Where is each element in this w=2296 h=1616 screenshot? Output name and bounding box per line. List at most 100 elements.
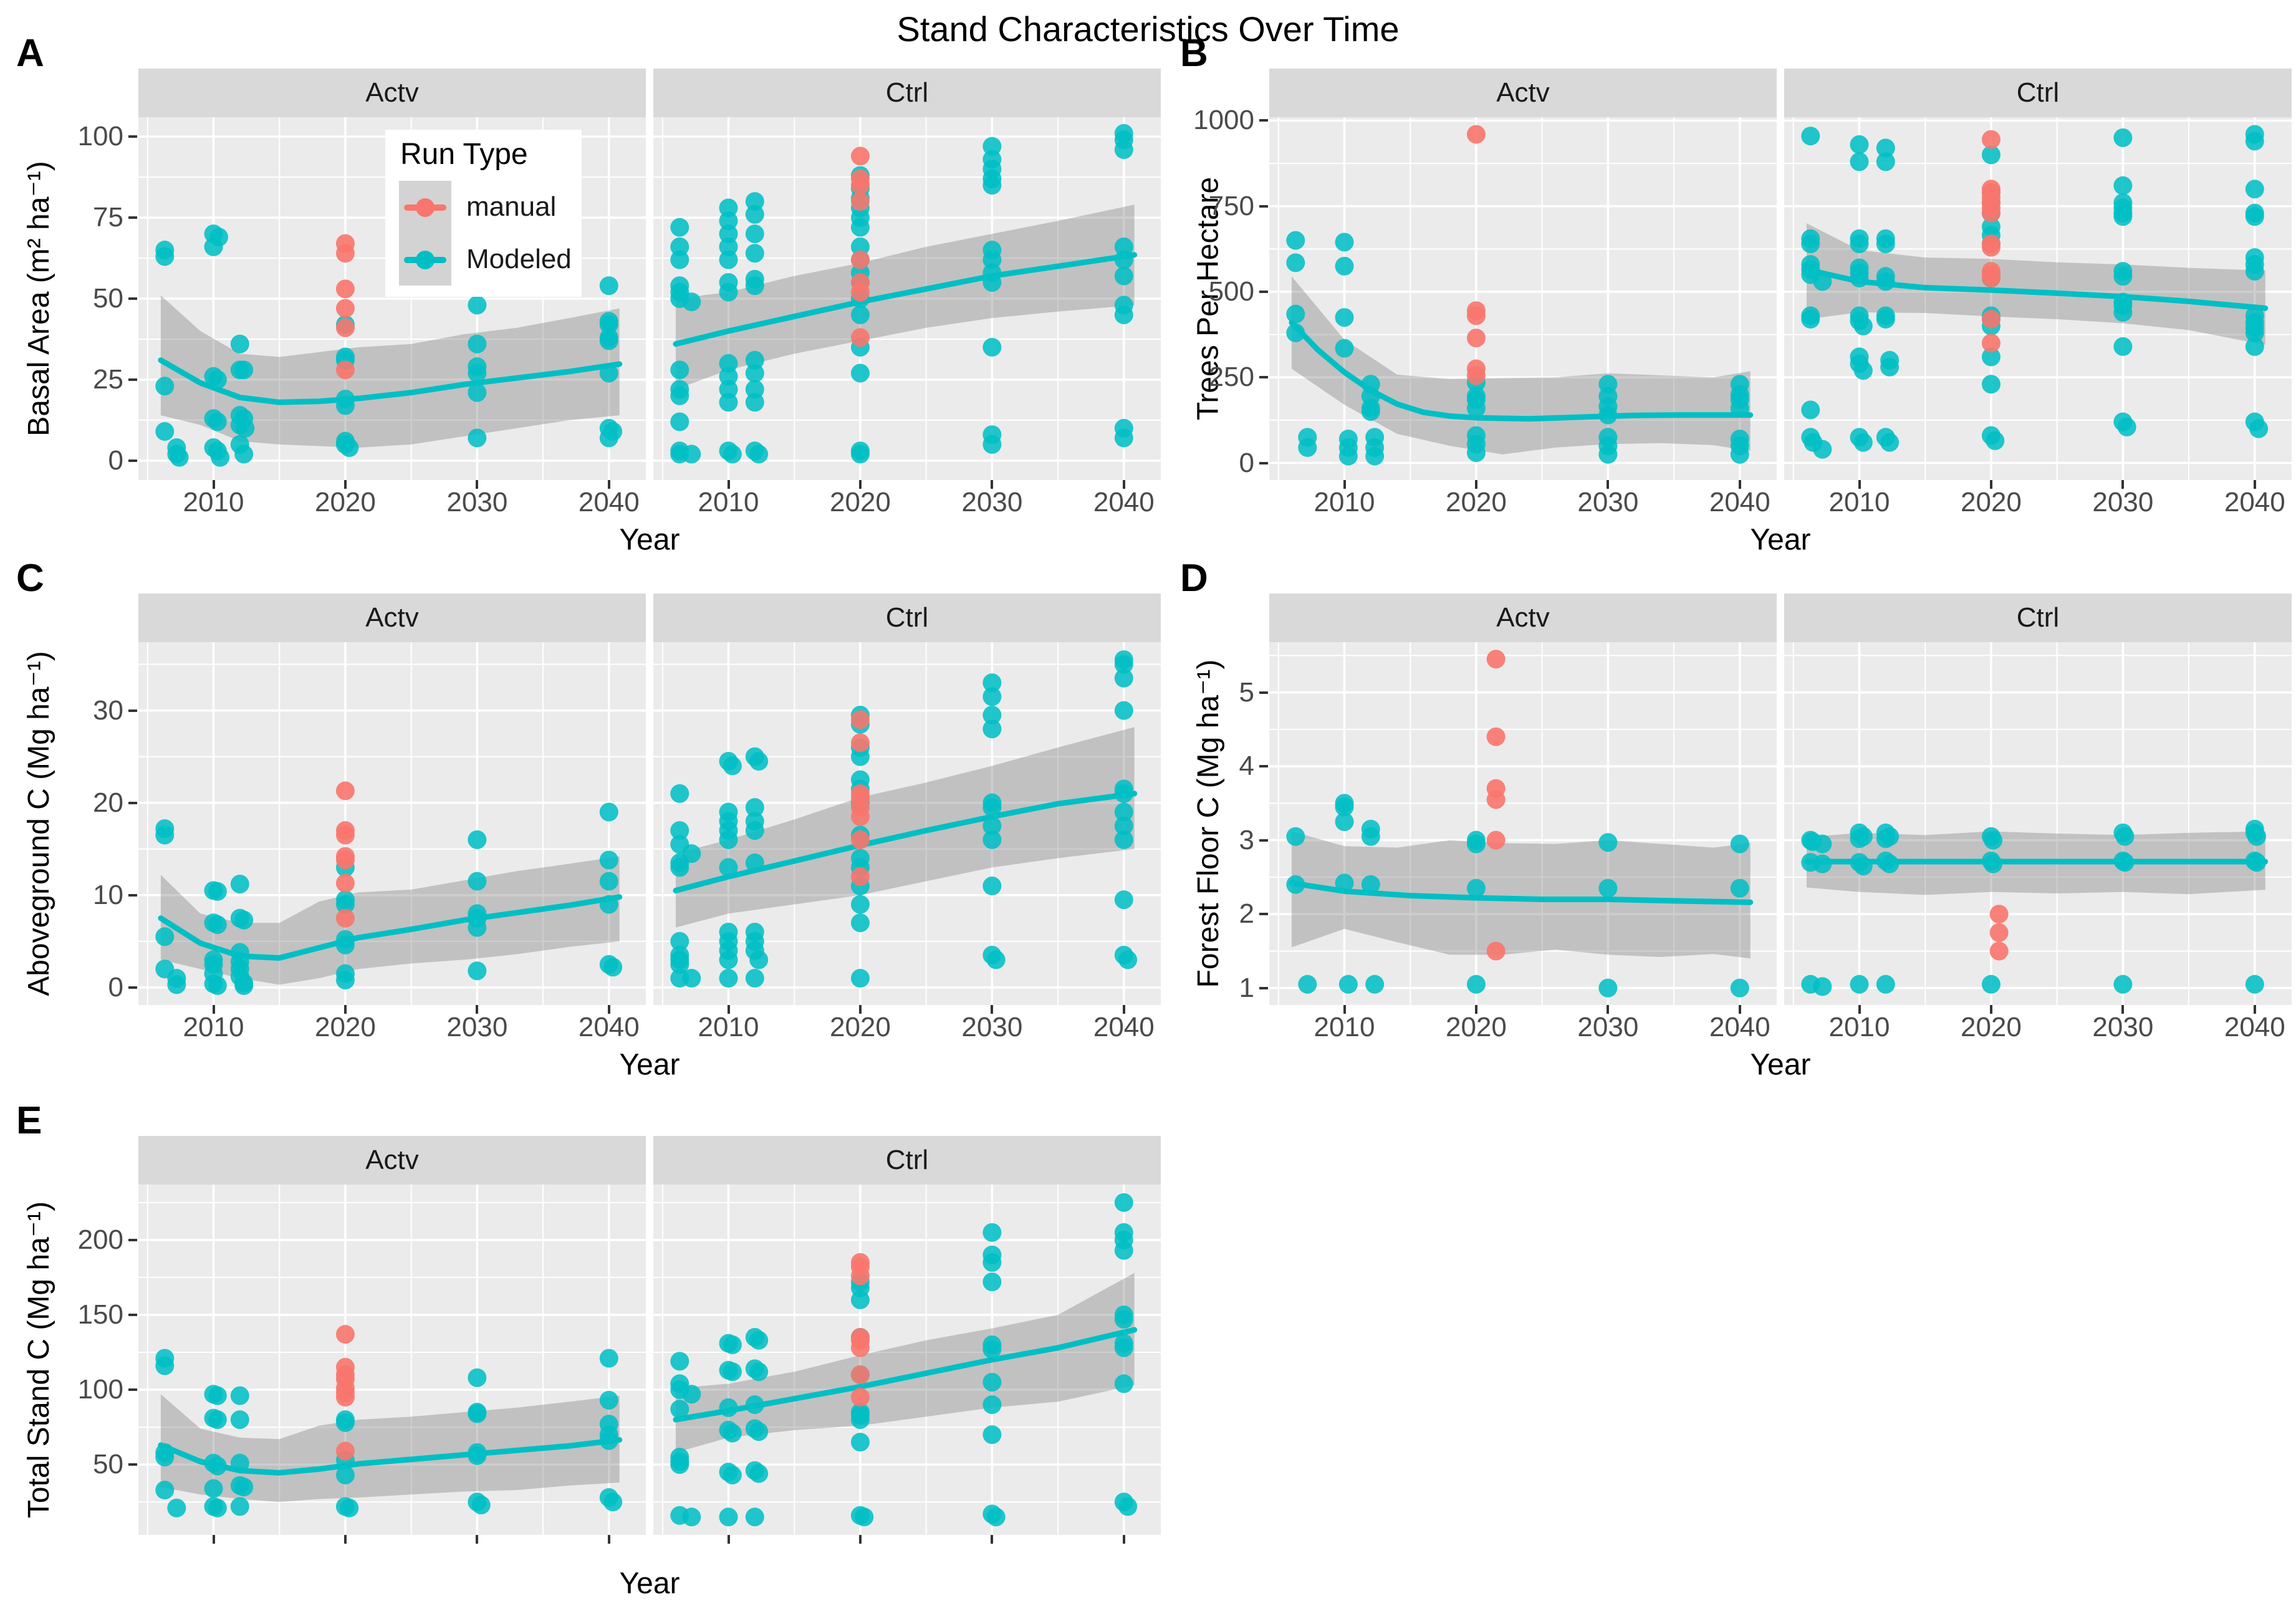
x-tick-label: 2010 (698, 487, 759, 517)
x-tick-mark (1474, 1005, 1477, 1014)
y-tick-label: 3 (1239, 824, 1254, 855)
data-point-modeled (1876, 234, 1895, 254)
x-tick-mark (607, 480, 610, 489)
y-tick-mark (1259, 691, 1268, 694)
facet-strip-ctrl: Ctrl (1784, 69, 2292, 117)
data-point-modeled (850, 1290, 870, 1309)
data-point-modeled (1114, 266, 1133, 286)
data-point-modeled (1286, 231, 1305, 250)
data-point-manual (850, 1388, 870, 1407)
modeled-key-icon (399, 233, 451, 286)
data-point-modeled (723, 1423, 742, 1443)
y-tick-mark (128, 216, 137, 219)
data-point-modeled (982, 1425, 1002, 1445)
x-tick-label: 2030 (446, 1012, 508, 1042)
data-point-modeled (2245, 323, 2264, 342)
data-point-modeled (670, 412, 689, 431)
data-point-modeled (468, 428, 487, 448)
x-tick-mark (343, 480, 347, 489)
data-point-modeled (1466, 974, 1486, 994)
data-point-modeled (599, 315, 618, 334)
data-point-modeled (982, 250, 1002, 269)
y-tick-label: 25 (93, 363, 123, 395)
data-point-modeled (234, 910, 254, 930)
data-point-modeled (1598, 878, 1618, 898)
data-point-modeled (855, 1508, 874, 1527)
data-point-modeled (719, 198, 738, 218)
data-point-manual (850, 176, 870, 195)
data-point-modeled (208, 1498, 227, 1517)
x-tick-label: 2020 (1960, 487, 2022, 517)
data-point-modeled (850, 218, 870, 237)
data-point-manual (850, 867, 870, 887)
legend-item-manual: manual (399, 181, 580, 233)
y-tick-label: 20 (93, 787, 123, 818)
data-point-modeled (1335, 233, 1354, 252)
data-point-modeled (1880, 357, 1900, 377)
data-point-manual (335, 825, 355, 845)
x-axis-title-E: Year (619, 1567, 680, 1600)
data-point-modeled (1730, 445, 1749, 464)
data-point-modeled (670, 250, 689, 269)
legend-label-modeled: Modeled (466, 244, 572, 274)
data-point-modeled (745, 363, 764, 383)
data-point-modeled (982, 830, 1002, 849)
plot-area-C-ctrl (653, 642, 1161, 1005)
data-point-modeled (719, 380, 738, 399)
data-point-modeled (982, 337, 1002, 357)
data-point-modeled (1466, 834, 1486, 854)
x-tick-label: 2030 (961, 487, 1023, 517)
data-point-manual (1486, 650, 1506, 669)
y-tick-mark (1259, 913, 1268, 916)
x-tick-label: 2030 (1577, 487, 1639, 517)
data-point-modeled (1876, 138, 1895, 158)
data-point-modeled (749, 445, 769, 464)
data-point-modeled (986, 950, 1006, 969)
data-point-modeled (1335, 812, 1354, 832)
x-tick-label: 2020 (1445, 487, 1507, 517)
data-point-modeled (1118, 1497, 1138, 1516)
data-point-modeled (1853, 857, 1873, 876)
x-tick-label: 2020 (829, 487, 891, 517)
data-point-modeled (670, 858, 689, 877)
data-point-modeled (1114, 305, 1133, 324)
x-tick-mark (1474, 480, 1477, 489)
data-point-modeled (1466, 398, 1486, 418)
data-point-modeled (599, 1349, 618, 1368)
data-point-modeled (719, 969, 738, 988)
data-point-modeled (1114, 1193, 1133, 1212)
data-point-modeled (1286, 253, 1305, 272)
data-point-modeled (719, 830, 738, 849)
data-point-modeled (1114, 250, 1133, 269)
x-tick-label: 2030 (961, 1012, 1023, 1042)
data-point-modeled (850, 747, 870, 766)
y-tick-mark (128, 986, 137, 989)
data-point-modeled (670, 1400, 689, 1419)
data-point-modeled (468, 918, 487, 937)
y-tick-mark (1259, 986, 1268, 989)
data-point-modeled (1598, 445, 1618, 464)
data-point-modeled (208, 370, 227, 389)
data-point-modeled (1850, 135, 1869, 154)
x-tick-label: 2040 (1709, 487, 1770, 517)
data-point-modeled (1876, 309, 1895, 329)
data-point-modeled (599, 331, 618, 350)
data-point-manual (850, 830, 870, 849)
data-point-manual (335, 908, 355, 928)
data-point-modeled (603, 1493, 623, 1512)
x-tick-mark (476, 1535, 479, 1544)
data-point-modeled (1114, 802, 1133, 822)
data-point-manual (1989, 941, 2009, 961)
data-point-modeled (2249, 419, 2269, 438)
panel-letter-A: A (16, 32, 44, 75)
facet-strip-ctrl: Ctrl (653, 1136, 1161, 1185)
y-tick-mark (128, 1313, 137, 1316)
data-point-modeled (723, 1465, 742, 1484)
data-point-modeled (2113, 974, 2133, 994)
data-point-modeled (2113, 207, 2133, 226)
data-point-manual (1981, 269, 2001, 288)
data-point-modeled (1730, 834, 1749, 854)
x-tick-label: 2040 (578, 1012, 640, 1042)
x-tick-mark (212, 1005, 215, 1014)
data-point-modeled (204, 237, 223, 256)
